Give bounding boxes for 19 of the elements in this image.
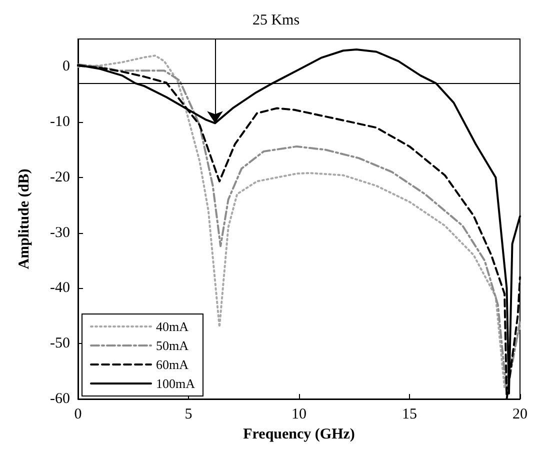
y-tick-label: -60 <box>50 391 70 407</box>
y-tick-label: -10 <box>50 114 70 130</box>
y-tick-label: -50 <box>50 336 70 352</box>
y-tick-label: -30 <box>50 224 70 241</box>
y-tick-label: -40 <box>50 280 70 296</box>
legend-label: 60mA <box>156 357 190 372</box>
y-tick-label: 0 <box>62 58 70 75</box>
chart-title: 25 Kms <box>252 12 300 28</box>
x-tick-label: 15 <box>402 406 417 422</box>
y-axis-title: Amplitude (dB) <box>16 168 32 270</box>
legend-label: 100mA <box>156 376 196 391</box>
x-tick-label: 0 <box>74 406 82 422</box>
x-tick-label: 20 <box>512 406 528 422</box>
x-tick-label: 10 <box>292 406 306 422</box>
legend-label: 50mA <box>156 338 190 353</box>
legend-label: 40mA <box>156 319 190 334</box>
x-tick-label: 5 <box>184 406 192 422</box>
x-axis-title: Frequency (GHz) <box>243 426 355 442</box>
y-tick-label: -20 <box>50 169 70 186</box>
